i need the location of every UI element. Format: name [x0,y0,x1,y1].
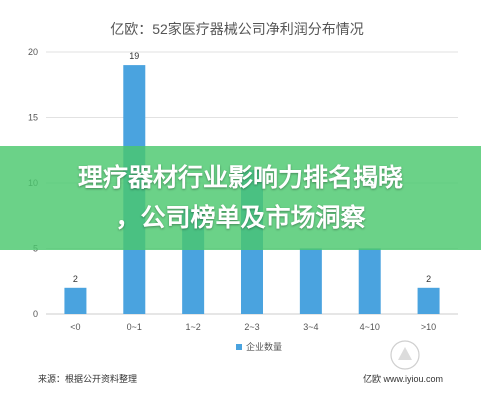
data-label: 19 [129,51,139,61]
x-tick-label: 3~4 [303,322,318,332]
x-tick-label: <0 [70,322,80,332]
x-tick-label: 0~1 [127,322,142,332]
watermark-text: 亿欧 www.iyiou.com [363,373,443,384]
headline-line-1: 理疗器材行业影响力排名揭晓 [77,163,403,192]
data-labels: 2 19 2 [73,51,431,284]
bar [358,248,381,314]
y-tick-label: 20 [28,47,38,57]
bar [417,287,440,314]
bar [299,248,322,314]
chart-title: 亿欧：52家医疗器械公司净利润分布情况 [110,21,364,37]
legend-swatch [236,344,242,350]
y-tick-label: 15 [28,113,38,123]
headline-banner: 理疗器材行业影响力排名揭晓 ，公司榜单及市场洞察 [0,146,481,250]
source-text: 来源：根据公开资料整理 [38,373,137,384]
x-tick-label: 4~10 [360,322,380,332]
logo-watermark-icon [390,340,420,370]
x-tick-label: >10 [421,322,436,332]
legend: 企业数量 [236,341,282,352]
legend-label: 企业数量 [246,341,282,352]
data-label: 2 [426,274,431,284]
bar [64,287,87,314]
x-tick-label: 2~3 [244,322,259,332]
x-tick-label: 1~2 [186,322,201,332]
headline-line-2: ，公司榜单及市场洞察 [115,203,366,232]
data-label: 2 [73,274,78,284]
y-tick-label: 0 [33,309,38,319]
